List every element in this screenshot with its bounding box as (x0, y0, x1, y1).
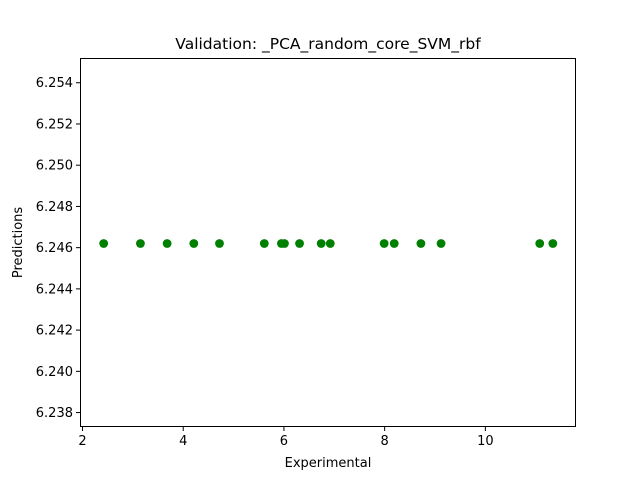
data-point (535, 239, 545, 248)
y-tick-label: 6.240 (36, 365, 73, 380)
data-point (325, 239, 335, 248)
x-tick-label: 2 (78, 434, 86, 449)
data-point (416, 239, 426, 248)
y-tick-label: 6.248 (36, 200, 73, 215)
data-point (548, 239, 558, 248)
x-axis-ticks: 2 4 6 8 10 (78, 427, 494, 449)
data-point (162, 239, 172, 248)
x-tick-label: 10 (477, 434, 494, 449)
x-tick-label: 8 (381, 434, 389, 449)
data-point (389, 239, 399, 248)
y-tick-label: 6.250 (36, 159, 73, 174)
data-point (295, 239, 304, 248)
data-point (136, 239, 145, 248)
y-tick-label: 6.252 (36, 117, 73, 132)
data-point (215, 239, 224, 248)
y-tick-label: 6.238 (36, 406, 73, 421)
plot-frame (80, 58, 576, 427)
data-point (99, 239, 109, 248)
x-tick-label: 6 (280, 434, 288, 449)
data-point (379, 239, 389, 248)
points-layer (99, 239, 558, 248)
y-tick-label: 6.242 (36, 324, 73, 339)
data-point (436, 239, 446, 248)
y-axis-title: Predictions (11, 207, 26, 279)
x-axis-title: Experimental (285, 456, 372, 471)
y-tick-label: 6.254 (36, 76, 73, 91)
data-point (189, 239, 199, 248)
y-axis-ticks: 6.238 6.240 6.242 6.244 6.246 6.248 6.250 6.252… (36, 76, 80, 421)
data-point (280, 239, 289, 248)
y-tick-label: 6.246 (36, 241, 73, 256)
data-point (316, 239, 326, 248)
x-tick-label: 4 (179, 434, 187, 449)
data-point (259, 239, 269, 248)
chart-title: Validation: _PCA_random_core_SVM_rbf (175, 35, 481, 54)
y-tick-label: 6.244 (36, 282, 73, 297)
